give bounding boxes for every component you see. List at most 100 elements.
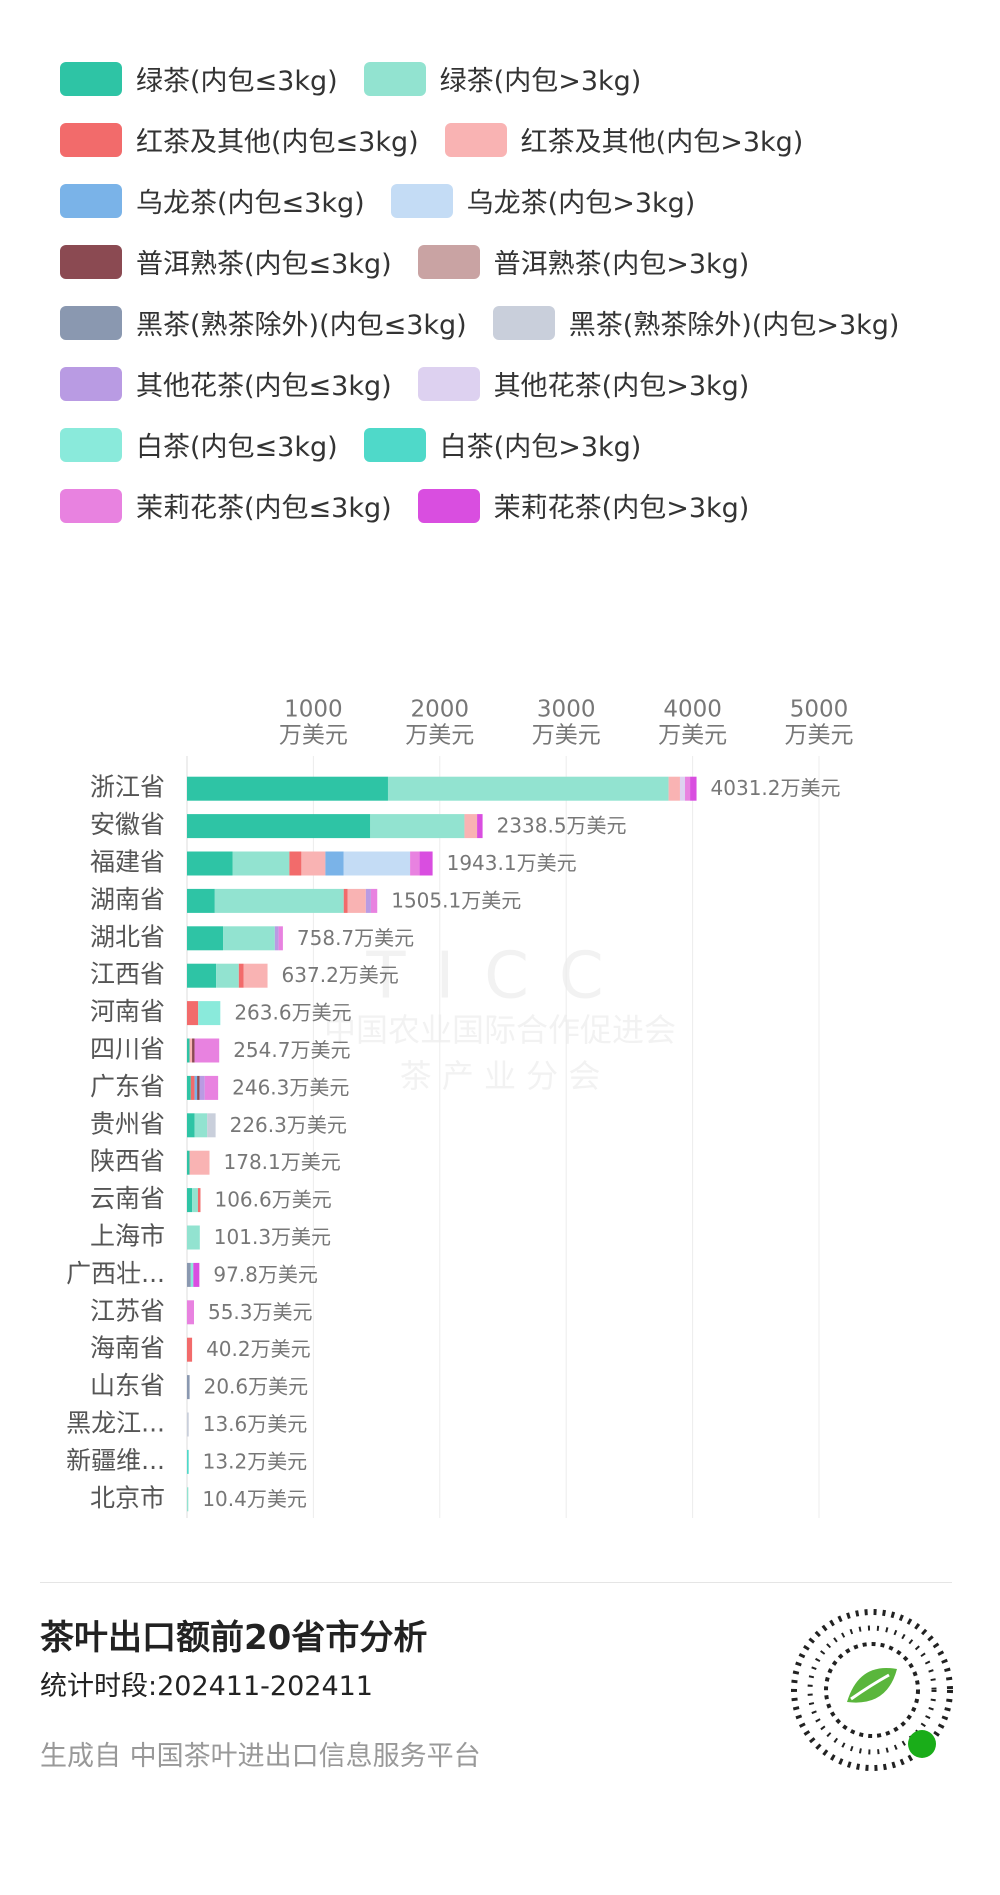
x-tick-label: 3000 <box>537 697 596 723</box>
x-tick-label: 2000 <box>411 697 470 723</box>
bar-segment <box>187 1449 189 1474</box>
legend-swatch <box>363 427 426 462</box>
bar-segment <box>325 851 344 876</box>
total-label: 263.6万美元 <box>234 1001 351 1025</box>
bar-segment <box>204 1075 219 1100</box>
bar-segment <box>187 1487 189 1512</box>
bar-segment <box>190 1262 194 1287</box>
bar-segment <box>343 851 411 876</box>
legend-label: 红茶及其他(内包>3kg) <box>520 127 804 158</box>
bar-segment <box>410 851 420 876</box>
bar-segment <box>365 888 371 913</box>
legend-swatch <box>417 366 480 401</box>
total-label: 226.3万美元 <box>230 1113 347 1137</box>
y-tick-label: 广西壮... <box>66 1259 165 1288</box>
bar-segment <box>198 1001 221 1026</box>
bar-segment <box>187 851 233 876</box>
total-label: 1505.1万美元 <box>391 888 521 912</box>
bar-segment <box>187 1188 193 1213</box>
bar-segment <box>685 776 691 801</box>
bar-segment <box>194 1038 220 1063</box>
y-tick-label: 新疆维... <box>66 1446 165 1475</box>
legend-swatch <box>60 244 122 279</box>
legend-swatch <box>417 244 480 279</box>
bar-segment <box>187 1150 190 1175</box>
y-tick-label: 云南省 <box>90 1184 165 1213</box>
legend-item: 普洱熟茶(内包≤3kg) <box>60 242 392 281</box>
bar-segment <box>301 851 326 876</box>
chart: TICC 中国农业国际合作促进会 茶 产 业 分 会 1000万美元2000万美… <box>66 697 854 1518</box>
bar-segment <box>187 1113 195 1138</box>
bar-segment <box>187 1337 193 1362</box>
legend-label: 黑茶(熟茶除外)(内包≤3kg) <box>136 310 467 341</box>
legend: 绿茶(内包≤3kg) 绿茶(内包>3kg) 红茶及其他(内包≤3kg) 红茶及其他(内… <box>60 48 925 536</box>
chart-title: 茶叶出口额前20省市分析 <box>40 1618 428 1658</box>
y-tick-label: 上海市 <box>90 1222 165 1251</box>
bar-segment <box>223 926 275 951</box>
legend-label: 其他花茶(内包≤3kg) <box>136 371 392 402</box>
legend-item: 红茶及其他(内包≤3kg) <box>60 120 419 159</box>
total-label: 97.8万美元 <box>213 1262 318 1286</box>
total-label: 1943.1万美元 <box>447 851 577 875</box>
x-tick-unit: 万美元 <box>405 723 474 749</box>
bar-segment <box>187 1225 200 1250</box>
x-tick-unit: 万美元 <box>279 723 348 749</box>
legend-label: 茉莉花茶(内包>3kg) <box>493 493 750 524</box>
legend-label: 普洱熟茶(内包≤3kg) <box>136 249 392 280</box>
legend-swatch <box>60 61 122 96</box>
bar-segment <box>187 1262 191 1287</box>
total-label: 40.2万美元 <box>206 1337 311 1361</box>
bar-segment <box>232 851 290 876</box>
bar-segment <box>214 888 344 913</box>
legend-label: 黑茶(熟茶除外)(内包>3kg) <box>568 310 900 341</box>
bar-segment <box>370 814 465 839</box>
x-tick-unit: 万美元 <box>658 723 727 749</box>
bar-segment <box>274 926 279 951</box>
y-tick-label: 湖南省 <box>90 885 165 914</box>
watermark-text: TICC <box>365 940 633 1014</box>
legend-item: 绿茶(内包≤3kg) <box>60 59 338 98</box>
legend-item: 茉莉花茶(内包≤3kg) <box>60 486 392 525</box>
legend-row: 普洱熟茶(内包≤3kg) 普洱熟茶(内包>3kg) <box>60 231 925 292</box>
total-label: 13.2万美元 <box>203 1449 308 1473</box>
watermark-text: 茶 产 业 分 会 <box>400 1057 601 1095</box>
y-tick-label: 湖北省 <box>90 922 165 951</box>
x-tick-label: 1000 <box>284 697 343 723</box>
qr-code <box>791 1609 953 1771</box>
legend-swatch <box>60 183 122 218</box>
bar-segment <box>243 963 268 988</box>
bar-segment <box>187 963 217 988</box>
bar-segment <box>370 888 378 913</box>
legend-swatch <box>60 305 122 340</box>
legend-row: 白茶(内包≤3kg) 白茶(内包>3kg) <box>60 414 925 475</box>
legend-swatch <box>60 427 122 462</box>
legend-swatch <box>363 61 426 96</box>
y-tick-label: 黑龙江... <box>66 1409 165 1438</box>
legend-label: 绿茶(内包≤3kg) <box>136 66 338 97</box>
legend-item: 其他花茶(内包≤3kg) <box>60 364 392 403</box>
total-label: 637.2万美元 <box>282 963 399 987</box>
bar-segment <box>187 1075 191 1100</box>
bar-segment <box>197 1075 200 1100</box>
bar-segment <box>187 814 371 839</box>
x-tick-unit: 万美元 <box>785 723 854 749</box>
watermark: TICC 中国农业国际合作促进会 茶 产 业 分 会 <box>324 940 676 1095</box>
total-label: 13.6万美元 <box>203 1412 308 1436</box>
total-label: 246.3万美元 <box>232 1075 349 1099</box>
legend-item: 白茶(内包>3kg) <box>363 425 641 464</box>
legend-item: 黑茶(熟茶除外)(内包>3kg) <box>492 303 900 342</box>
legend-label: 红茶及其他(内包≤3kg) <box>136 127 419 158</box>
bar-segment <box>187 1412 189 1437</box>
x-tick-label: 5000 <box>790 697 849 723</box>
total-label: 4031.2万美元 <box>711 776 841 800</box>
source: 生成自 中国茶叶进出口信息服务平台 <box>40 1741 481 1772</box>
bar-segment <box>238 963 244 988</box>
total-label: 20.6万美元 <box>204 1375 309 1399</box>
y-tick-label: 贵州省 <box>90 1109 165 1138</box>
bar-segment <box>347 888 366 913</box>
legend-row: 其他花茶(内包≤3kg) 其他花茶(内包>3kg) <box>60 353 925 414</box>
y-tick-label: 江西省 <box>90 960 165 989</box>
total-label: 101.3万美元 <box>214 1225 331 1249</box>
y-tick-label: 陕西省 <box>90 1147 165 1176</box>
